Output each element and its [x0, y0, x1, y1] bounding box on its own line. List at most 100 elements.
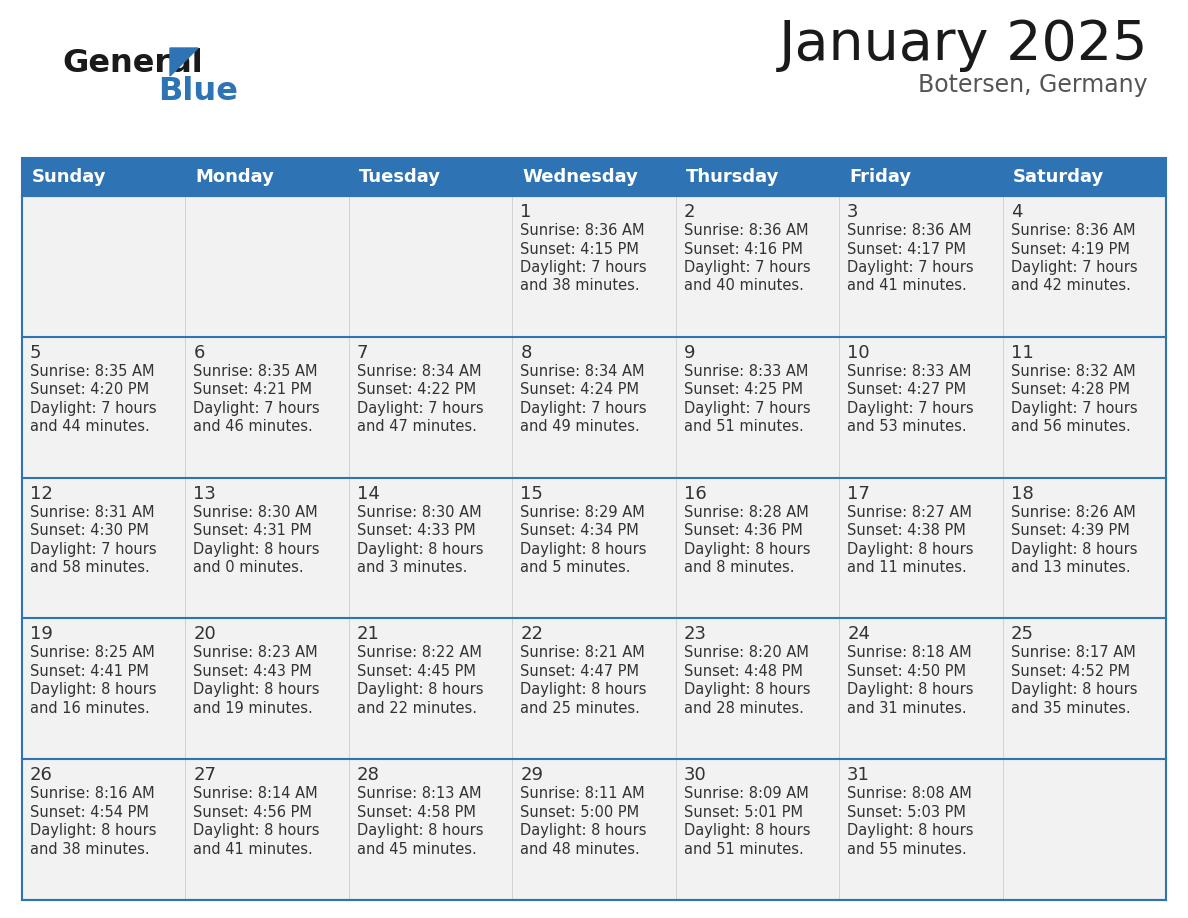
Bar: [512, 619, 676, 759]
Bar: [676, 477, 839, 619]
Bar: [349, 337, 512, 477]
Bar: [839, 477, 1003, 619]
Text: Sunrise: 8:25 AM: Sunrise: 8:25 AM: [30, 645, 154, 660]
Text: 19: 19: [30, 625, 53, 644]
Text: and 13 minutes.: and 13 minutes.: [1011, 560, 1130, 575]
Text: Sunset: 5:03 PM: Sunset: 5:03 PM: [847, 805, 966, 820]
Text: Sunset: 4:21 PM: Sunset: 4:21 PM: [194, 382, 312, 397]
Text: 7: 7: [356, 344, 368, 362]
Bar: [349, 619, 512, 759]
Text: Sunrise: 8:31 AM: Sunrise: 8:31 AM: [30, 505, 154, 520]
Text: 31: 31: [847, 767, 870, 784]
Text: Sunrise: 8:22 AM: Sunrise: 8:22 AM: [356, 645, 481, 660]
Text: Daylight: 8 hours: Daylight: 8 hours: [684, 542, 810, 556]
Bar: [185, 158, 349, 196]
Text: 6: 6: [194, 344, 204, 362]
Bar: [185, 337, 349, 477]
Text: Tuesday: Tuesday: [359, 168, 441, 186]
Text: and 16 minutes.: and 16 minutes.: [30, 701, 150, 716]
Text: Daylight: 8 hours: Daylight: 8 hours: [194, 542, 320, 556]
Text: and 22 minutes.: and 22 minutes.: [356, 701, 476, 716]
Text: Sunrise: 8:36 AM: Sunrise: 8:36 AM: [684, 223, 808, 238]
Text: 13: 13: [194, 485, 216, 502]
Text: Daylight: 8 hours: Daylight: 8 hours: [356, 823, 484, 838]
Text: Sunset: 4:47 PM: Sunset: 4:47 PM: [520, 664, 639, 679]
Text: Sunset: 4:52 PM: Sunset: 4:52 PM: [1011, 664, 1130, 679]
Bar: [839, 337, 1003, 477]
Text: and 46 minutes.: and 46 minutes.: [194, 420, 314, 434]
Text: Sunrise: 8:36 AM: Sunrise: 8:36 AM: [847, 223, 972, 238]
Text: Daylight: 7 hours: Daylight: 7 hours: [1011, 260, 1137, 275]
Text: Sunset: 4:48 PM: Sunset: 4:48 PM: [684, 664, 803, 679]
Text: Daylight: 8 hours: Daylight: 8 hours: [847, 682, 974, 698]
Text: Sunrise: 8:36 AM: Sunrise: 8:36 AM: [520, 223, 645, 238]
Text: and 53 minutes.: and 53 minutes.: [847, 420, 967, 434]
Text: Daylight: 8 hours: Daylight: 8 hours: [356, 542, 484, 556]
Text: 12: 12: [30, 485, 53, 502]
Text: and 11 minutes.: and 11 minutes.: [847, 560, 967, 575]
Text: 22: 22: [520, 625, 543, 644]
Text: and 41 minutes.: and 41 minutes.: [847, 278, 967, 294]
Text: Sunrise: 8:36 AM: Sunrise: 8:36 AM: [1011, 223, 1135, 238]
Bar: [1003, 759, 1165, 900]
Bar: [512, 196, 676, 337]
Text: Sunset: 4:45 PM: Sunset: 4:45 PM: [356, 664, 475, 679]
Text: Sunset: 4:17 PM: Sunset: 4:17 PM: [847, 241, 966, 256]
Text: Saturday: Saturday: [1012, 168, 1104, 186]
Bar: [1003, 477, 1165, 619]
Text: Daylight: 8 hours: Daylight: 8 hours: [194, 682, 320, 698]
Text: Sunset: 4:43 PM: Sunset: 4:43 PM: [194, 664, 312, 679]
Text: Sunrise: 8:16 AM: Sunrise: 8:16 AM: [30, 786, 154, 801]
Bar: [1003, 158, 1165, 196]
Text: Sunset: 4:25 PM: Sunset: 4:25 PM: [684, 382, 803, 397]
Text: and 38 minutes.: and 38 minutes.: [520, 278, 640, 294]
Text: 2: 2: [684, 203, 695, 221]
Text: Sunset: 4:31 PM: Sunset: 4:31 PM: [194, 523, 312, 538]
Text: Daylight: 8 hours: Daylight: 8 hours: [1011, 682, 1137, 698]
Text: Daylight: 7 hours: Daylight: 7 hours: [30, 542, 157, 556]
Text: 18: 18: [1011, 485, 1034, 502]
Bar: [349, 196, 512, 337]
Bar: [676, 337, 839, 477]
Text: Sunset: 4:58 PM: Sunset: 4:58 PM: [356, 805, 475, 820]
Text: 23: 23: [684, 625, 707, 644]
Bar: [23, 619, 185, 759]
Text: Sunset: 4:38 PM: Sunset: 4:38 PM: [847, 523, 966, 538]
Bar: [1003, 619, 1165, 759]
Text: Friday: Friday: [849, 168, 911, 186]
Text: Sunset: 5:00 PM: Sunset: 5:00 PM: [520, 805, 639, 820]
Text: Sunset: 4:24 PM: Sunset: 4:24 PM: [520, 382, 639, 397]
Bar: [512, 158, 676, 196]
Text: Sunrise: 8:28 AM: Sunrise: 8:28 AM: [684, 505, 809, 520]
Text: Sunset: 4:36 PM: Sunset: 4:36 PM: [684, 523, 802, 538]
Text: and 56 minutes.: and 56 minutes.: [1011, 420, 1130, 434]
Text: Wednesday: Wednesday: [523, 168, 638, 186]
Text: Daylight: 8 hours: Daylight: 8 hours: [30, 823, 157, 838]
Bar: [839, 619, 1003, 759]
Text: Sunset: 4:56 PM: Sunset: 4:56 PM: [194, 805, 312, 820]
Text: and 49 minutes.: and 49 minutes.: [520, 420, 640, 434]
Text: Sunrise: 8:09 AM: Sunrise: 8:09 AM: [684, 786, 809, 801]
Text: Sunset: 4:15 PM: Sunset: 4:15 PM: [520, 241, 639, 256]
Text: and 3 minutes.: and 3 minutes.: [356, 560, 467, 575]
Bar: [512, 759, 676, 900]
Text: and 38 minutes.: and 38 minutes.: [30, 842, 150, 856]
Text: Sunrise: 8:30 AM: Sunrise: 8:30 AM: [356, 505, 481, 520]
Text: and 35 minutes.: and 35 minutes.: [1011, 701, 1130, 716]
Bar: [185, 619, 349, 759]
Text: Sunrise: 8:13 AM: Sunrise: 8:13 AM: [356, 786, 481, 801]
Text: and 55 minutes.: and 55 minutes.: [847, 842, 967, 856]
Bar: [349, 477, 512, 619]
Text: 15: 15: [520, 485, 543, 502]
Text: and 51 minutes.: and 51 minutes.: [684, 842, 803, 856]
Bar: [185, 477, 349, 619]
Text: Daylight: 7 hours: Daylight: 7 hours: [520, 401, 647, 416]
Text: Sunset: 4:22 PM: Sunset: 4:22 PM: [356, 382, 476, 397]
Text: Daylight: 8 hours: Daylight: 8 hours: [847, 542, 974, 556]
Text: and 58 minutes.: and 58 minutes.: [30, 560, 150, 575]
Text: General: General: [62, 48, 203, 79]
Text: Sunset: 4:54 PM: Sunset: 4:54 PM: [30, 805, 148, 820]
Bar: [349, 158, 512, 196]
Bar: [23, 158, 1165, 900]
Text: 5: 5: [30, 344, 42, 362]
